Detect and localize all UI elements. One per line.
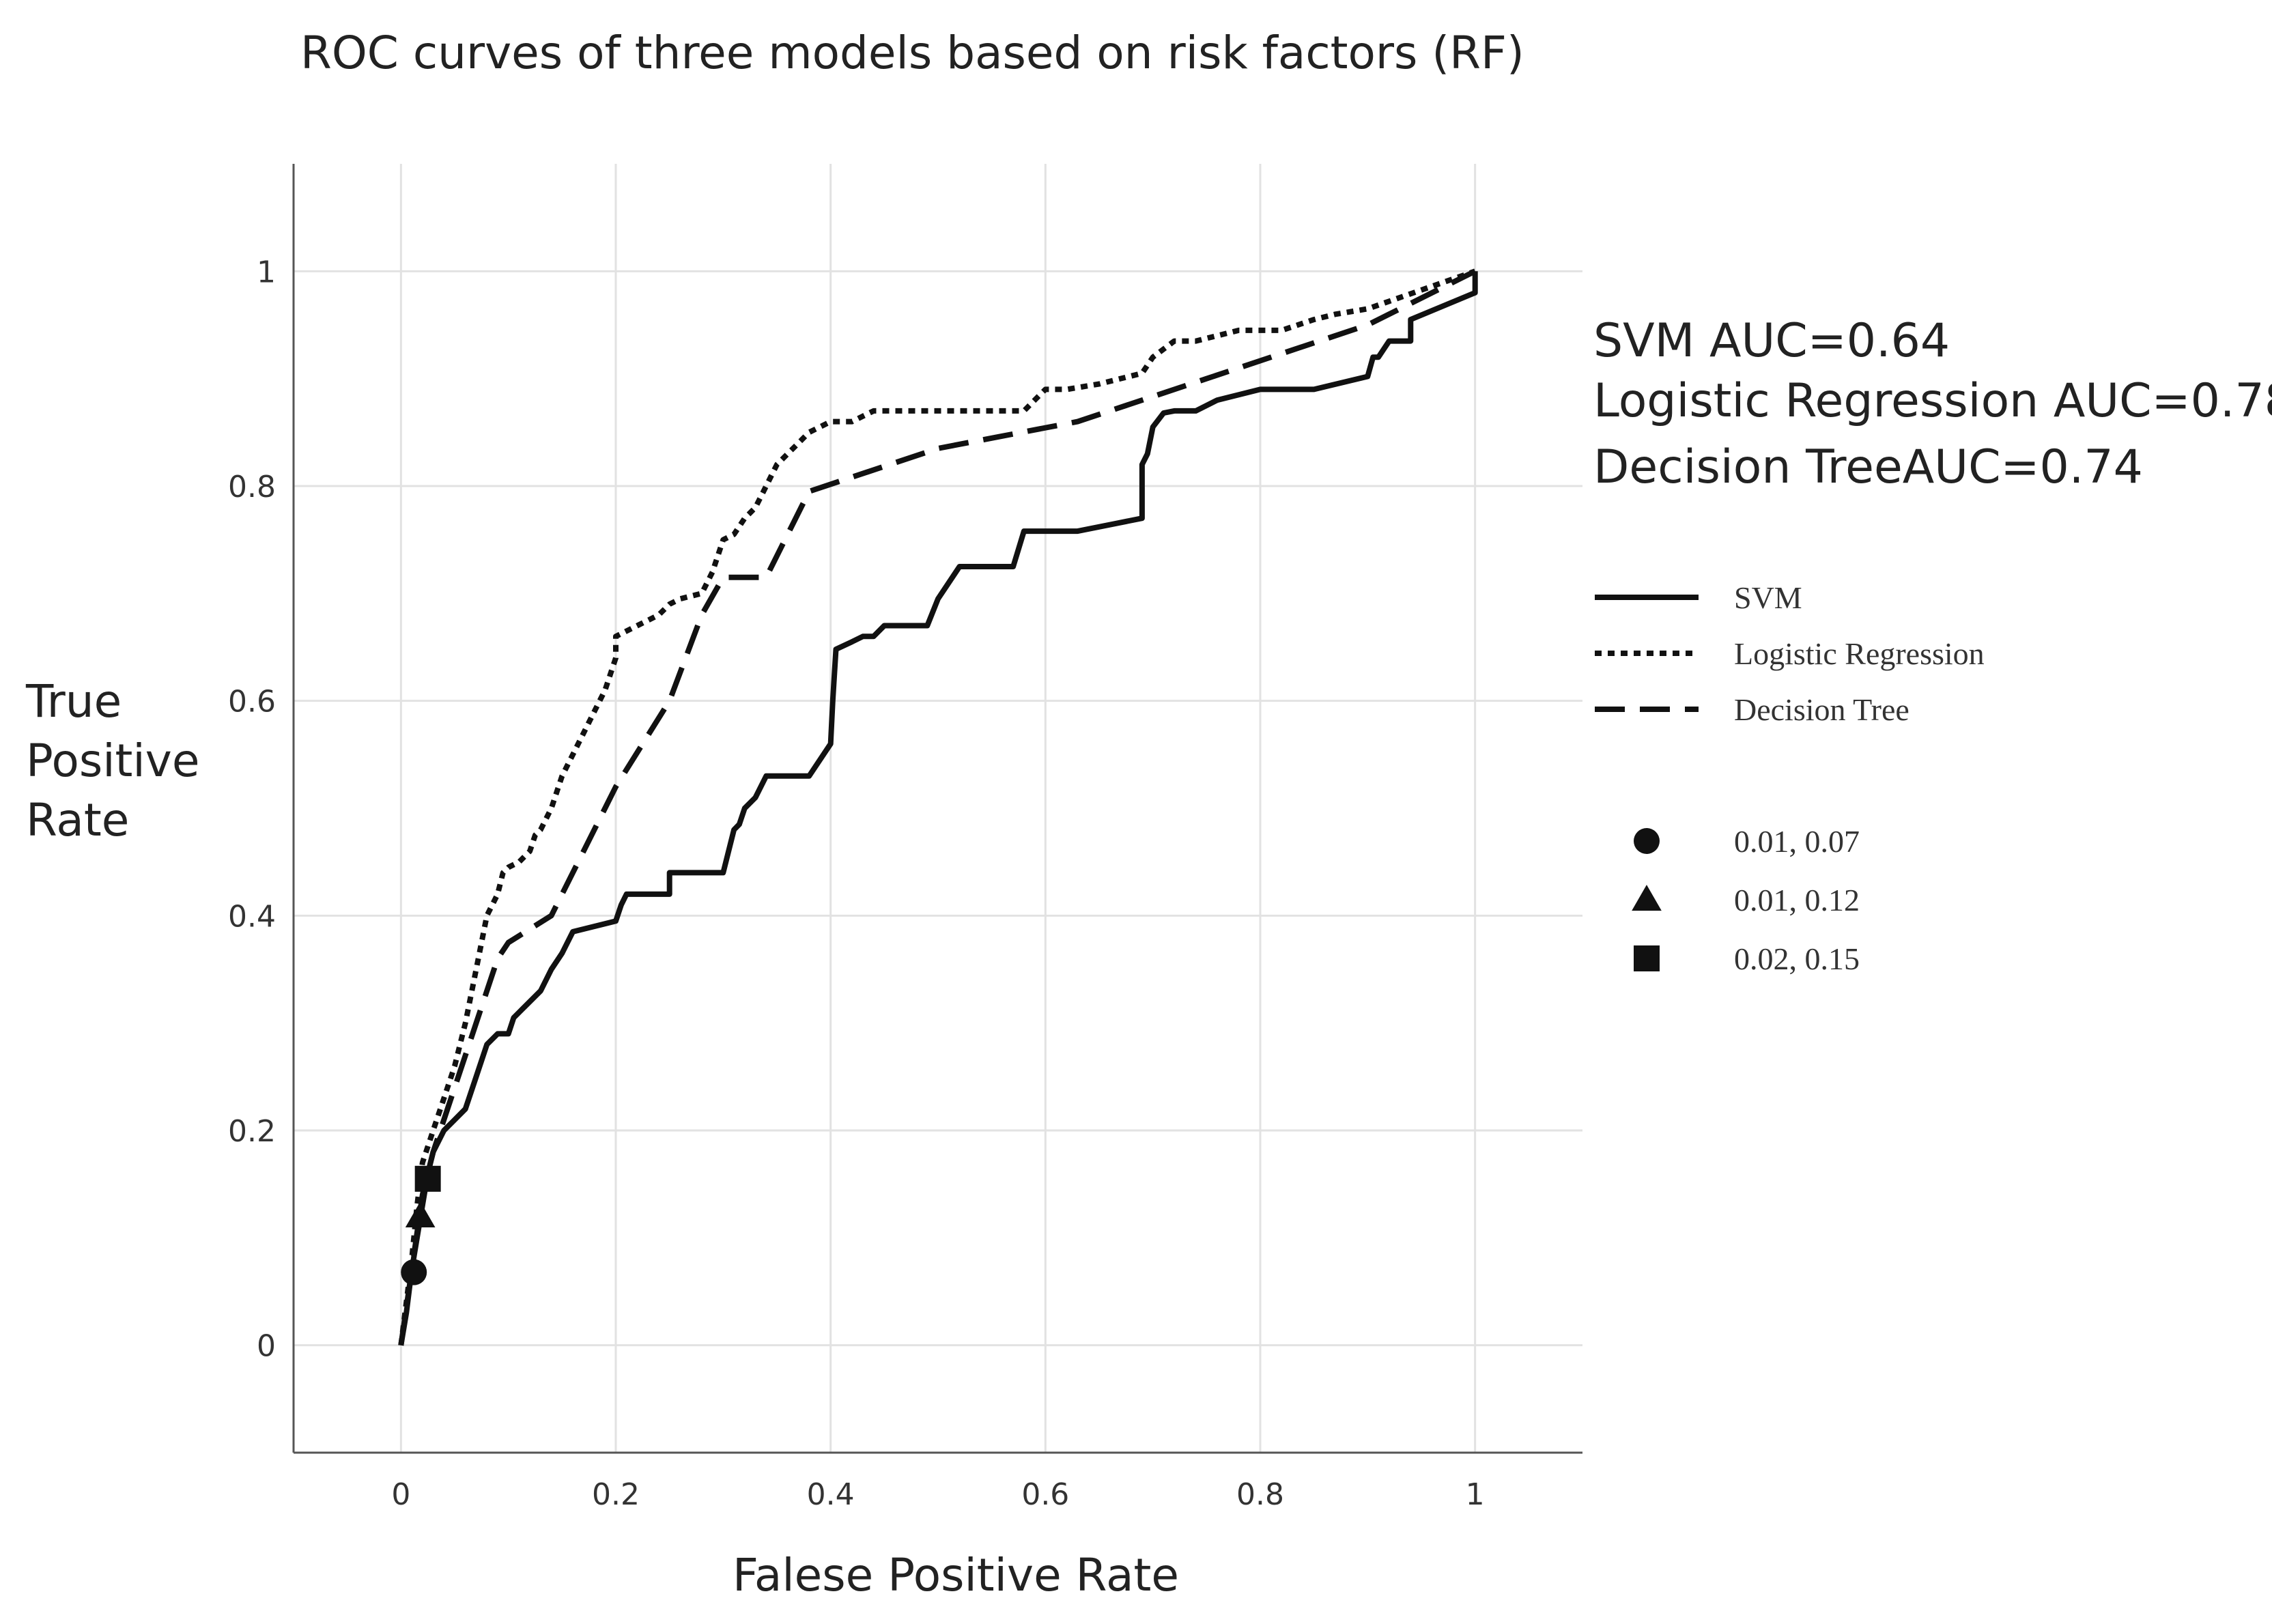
legend-marker-label: 0.01, 0.12 [1734,883,1860,917]
marker-circle [401,1259,427,1285]
x-tick-label: 0.8 [1236,1477,1284,1512]
marker-square [414,1165,441,1192]
grid-lines [294,164,1582,1453]
x-axis-label: Falese Positive Rate [733,1549,1179,1601]
roc-curve-decision-tree [398,268,1477,1346]
auc-logistic-regression: Logistic Regression AUC=0.78 [1593,374,2272,428]
x-tick-label: 0.4 [807,1477,855,1512]
roc-curve-logistic-regression [398,268,1477,1346]
y-axis-label-line: Positive [26,735,199,787]
x-tick-label: 1 [1466,1477,1485,1512]
y-axis-label: True Positive Rate [25,675,199,846]
legend: SVM Logistic Regression Decision Tree 0.01,… [1595,580,1985,976]
tick-labels: 0 0.2 0.4 0.6 0.8 1 0 0.2 0.4 0.6 0.8 1 [228,255,1485,1512]
y-tick-label: 0.2 [228,1114,276,1149]
chart-title: ROC curves of three models based on risk… [300,27,1524,79]
marker-triangle [405,1201,436,1228]
legend-marker-triangle [1632,885,1662,911]
auc-svm: SVM AUC=0.64 [1593,314,1950,368]
auc-annotations: SVM AUC=0.64 Logistic Regression AUC=0.7… [1593,314,2272,494]
y-axis-label-line: Rate [26,794,129,846]
y-tick-label: 0.4 [228,899,276,934]
y-tick-label: 1 [257,255,276,289]
legend-marker-label: 0.01, 0.07 [1734,824,1860,859]
roc-curve-svm [398,271,1478,1346]
x-tick-label: 0 [391,1477,410,1512]
y-tick-label: 0 [257,1329,276,1364]
axes [292,164,1582,1454]
legend-label: SVM [1734,580,1802,615]
legend-marker-circle [1634,828,1660,854]
y-tick-label: 0.8 [228,470,276,504]
legend-label: Decision Tree [1734,692,1909,727]
y-axis-label-line: True [25,675,122,728]
x-tick-label: 0.6 [1021,1477,1069,1512]
x-tick-label: 0.2 [592,1477,640,1512]
legend-marker-label: 0.02, 0.15 [1734,941,1860,976]
auc-decision-tree: Decision TreeAUC=0.74 [1593,440,2143,494]
roc-curves [398,268,1478,1346]
threshold-markers [401,1165,441,1285]
legend-label: Logistic Regression [1734,636,1985,671]
legend-marker-square [1634,945,1660,971]
y-tick-label: 0.6 [228,685,276,720]
